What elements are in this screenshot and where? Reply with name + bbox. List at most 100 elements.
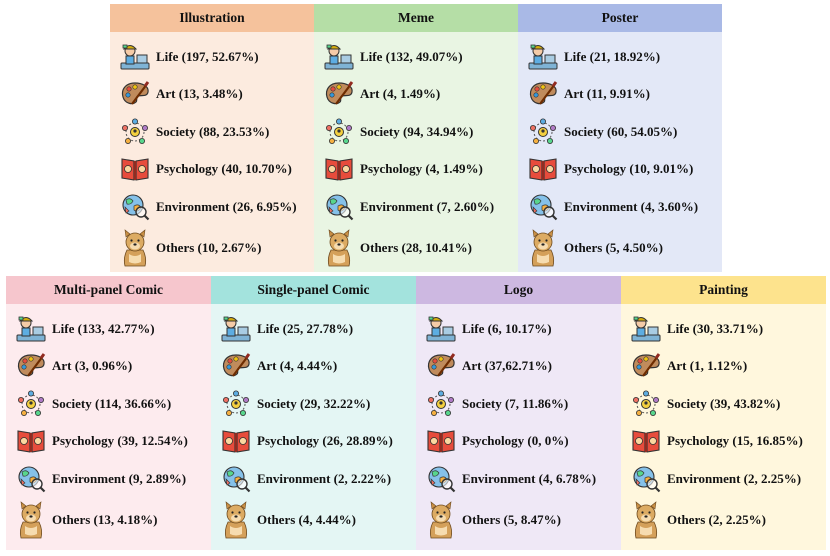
panel-body: Life (133, 42.77%) Art (3, 0.96%) Societ…	[6, 304, 211, 542]
list-item-environment: Environment (7, 2.60%)	[314, 188, 518, 226]
item-label: Society (94, 34.94%)	[360, 123, 474, 139]
others-dog-icon	[322, 228, 356, 266]
list-item-others: Others (13, 4.18%)	[6, 498, 211, 542]
psychology-book-icon	[322, 154, 356, 184]
item-label: Psychology (0, 0%)	[462, 433, 569, 449]
list-item-others: Others (28, 10.41%)	[314, 226, 518, 270]
list-item-life: Life (197, 52.67%)	[110, 38, 314, 76]
list-item-environment: Environment (4, 3.60%)	[518, 188, 722, 226]
item-label: Others (4, 4.44%)	[257, 511, 356, 527]
item-label: Environment (4, 3.60%)	[564, 198, 699, 214]
society-network-icon	[424, 389, 458, 419]
list-item-life: Life (133, 42.77%)	[6, 310, 211, 348]
list-item-society: Society (29, 32.22%)	[211, 385, 416, 423]
art-palette-icon	[629, 351, 663, 381]
panel-body: Life (30, 33.71%) Art (1, 1.12%) Society…	[621, 304, 826, 542]
item-label: Environment (26, 6.95%)	[156, 198, 297, 214]
panel-meme: Meme Life (132, 49.07%) Art (4, 1.49%) S…	[314, 4, 518, 272]
item-label: Life (6, 10.17%)	[462, 320, 552, 336]
panel-logo: Logo Life (6, 10.17%) Art (37,62.71%) So…	[416, 276, 621, 550]
list-item-psychology: Psychology (15, 16.85%)	[621, 423, 826, 461]
panel-title: Multi-panel Comic	[6, 276, 211, 304]
item-label: Psychology (15, 16.85%)	[667, 433, 803, 449]
item-label: Others (10, 2.67%)	[156, 239, 262, 255]
item-label: Art (13, 3.48%)	[156, 86, 243, 102]
item-label: Environment (2, 2.22%)	[257, 470, 392, 486]
item-label: Life (132, 49.07%)	[360, 48, 463, 64]
psychology-book-icon	[424, 426, 458, 456]
item-label: Others (5, 4.50%)	[564, 239, 663, 255]
art-palette-icon	[424, 351, 458, 381]
list-item-life: Life (25, 27.78%)	[211, 310, 416, 348]
panel-title: Illustration	[110, 4, 314, 32]
psychology-book-icon	[629, 426, 663, 456]
list-item-art: Art (37,62.71%)	[416, 348, 621, 386]
art-palette-icon	[322, 79, 356, 109]
society-network-icon	[219, 389, 253, 419]
list-item-life: Life (21, 18.92%)	[518, 38, 722, 76]
item-label: Environment (9, 2.89%)	[52, 470, 187, 486]
list-item-psychology: Psychology (4, 1.49%)	[314, 151, 518, 189]
item-label: Society (29, 32.22%)	[257, 395, 371, 411]
panel-title: Single-panel Comic	[211, 276, 416, 304]
panel-body: Life (25, 27.78%) Art (4, 4.44%) Society…	[211, 304, 416, 542]
society-network-icon	[629, 389, 663, 419]
list-item-society: Society (7, 11.86%)	[416, 385, 621, 423]
art-palette-icon	[219, 351, 253, 381]
panel-title: Logo	[416, 276, 621, 304]
life-icon	[14, 314, 48, 344]
list-item-others: Others (5, 8.47%)	[416, 498, 621, 542]
panel-painting: Painting Life (30, 33.71%) Art (1, 1.12%…	[621, 276, 826, 550]
panel-body: Life (21, 18.92%) Art (11, 9.91%) Societ…	[518, 32, 722, 270]
list-item-life: Life (30, 33.71%)	[621, 310, 826, 348]
others-dog-icon	[424, 500, 458, 538]
item-label: Environment (7, 2.60%)	[360, 198, 495, 214]
item-label: Society (7, 11.86%)	[462, 395, 569, 411]
item-label: Art (37,62.71%)	[462, 358, 552, 374]
list-item-society: Society (39, 43.82%)	[621, 385, 826, 423]
psychology-book-icon	[14, 426, 48, 456]
item-label: Life (197, 52.67%)	[156, 48, 259, 64]
list-item-psychology: Psychology (0, 0%)	[416, 423, 621, 461]
item-label: Others (28, 10.41%)	[360, 239, 472, 255]
life-icon	[526, 42, 560, 72]
psychology-book-icon	[526, 154, 560, 184]
item-label: Art (4, 4.44%)	[257, 358, 338, 374]
item-label: Others (13, 4.18%)	[52, 511, 158, 527]
others-dog-icon	[118, 228, 152, 266]
item-label: Life (133, 42.77%)	[52, 320, 155, 336]
item-label: Life (25, 27.78%)	[257, 320, 354, 336]
list-item-others: Others (4, 4.44%)	[211, 498, 416, 542]
list-item-environment: Environment (2, 2.22%)	[211, 460, 416, 498]
others-dog-icon	[219, 500, 253, 538]
panel-body: Life (132, 49.07%) Art (4, 1.49%) Societ…	[314, 32, 518, 270]
panel-title: Poster	[518, 4, 722, 32]
list-item-environment: Environment (4, 6.78%)	[416, 460, 621, 498]
list-item-society: Society (88, 23.53%)	[110, 113, 314, 151]
list-item-environment: Environment (2, 2.25%)	[621, 460, 826, 498]
panel-multi-panel-comic: Multi-panel Comic Life (133, 42.77%) Art…	[6, 276, 211, 550]
society-network-icon	[118, 117, 152, 147]
others-dog-icon	[526, 228, 560, 266]
list-item-art: Art (3, 0.96%)	[6, 348, 211, 386]
others-dog-icon	[14, 500, 48, 538]
item-label: Psychology (10, 9.01%)	[564, 161, 694, 177]
list-item-life: Life (6, 10.17%)	[416, 310, 621, 348]
list-item-environment: Environment (26, 6.95%)	[110, 188, 314, 226]
item-label: Psychology (4, 1.49%)	[360, 161, 483, 177]
list-item-psychology: Psychology (26, 28.89%)	[211, 423, 416, 461]
life-icon	[219, 314, 253, 344]
list-item-society: Society (60, 54.05%)	[518, 113, 722, 151]
item-label: Art (11, 9.91%)	[564, 86, 650, 102]
list-item-others: Others (10, 2.67%)	[110, 226, 314, 270]
list-item-art: Art (4, 4.44%)	[211, 348, 416, 386]
society-network-icon	[526, 117, 560, 147]
art-palette-icon	[14, 351, 48, 381]
psychology-book-icon	[219, 426, 253, 456]
life-icon	[629, 314, 663, 344]
life-icon	[424, 314, 458, 344]
panel-illustration: Illustration Life (197, 52.67%) Art (13,…	[110, 4, 314, 272]
item-label: Psychology (40, 10.70%)	[156, 161, 292, 177]
list-item-society: Society (114, 36.66%)	[6, 385, 211, 423]
panel-body: Life (197, 52.67%) Art (13, 3.48%) Socie…	[110, 32, 314, 270]
